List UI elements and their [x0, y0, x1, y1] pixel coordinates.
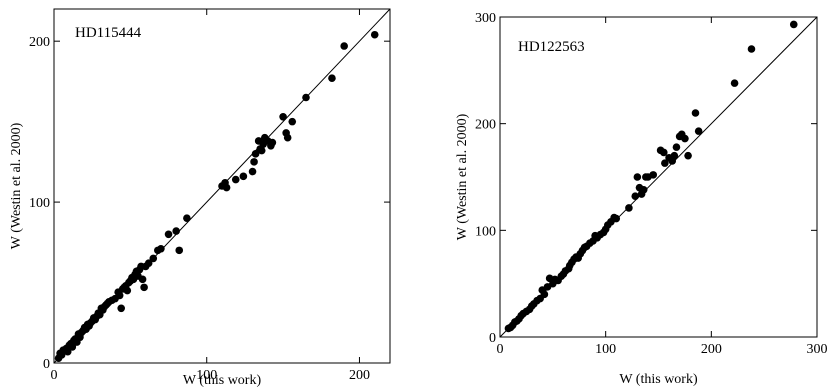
data-point — [612, 214, 621, 223]
data-point — [250, 158, 258, 166]
y-tick-label: 200 — [29, 35, 50, 50]
panel-hd115444: 0 100 200 0 100 200 HD115444 W (this work) W (We… — [9, 8, 391, 388]
data-point — [248, 167, 257, 176]
data-point — [140, 283, 148, 292]
data-point — [730, 79, 739, 87]
data-point — [175, 246, 184, 255]
x-axis-label: W (this work) — [183, 373, 262, 388]
data-point — [164, 230, 173, 239]
data-point — [639, 186, 648, 194]
data-point — [633, 173, 642, 181]
data-point — [231, 175, 240, 184]
data-point — [672, 143, 681, 151]
x-tick-label: 200 — [349, 368, 370, 383]
data-point — [222, 183, 231, 192]
data-point — [68, 343, 77, 351]
y-tick-label: 100 — [29, 196, 50, 211]
plot-frame — [499, 16, 818, 338]
data-point — [63, 347, 72, 356]
data-point — [684, 151, 692, 160]
data-point — [239, 172, 248, 181]
y-axis-label: W (Westin et al. 2000) — [9, 122, 24, 249]
x-tick-label: 300 — [807, 342, 828, 357]
data-point — [251, 150, 260, 158]
data-point — [370, 30, 379, 39]
x-tick-label: 200 — [701, 342, 722, 357]
data-point — [288, 117, 297, 126]
data-point — [302, 93, 310, 102]
data-point — [694, 127, 703, 135]
data-point — [747, 45, 756, 53]
data-point — [257, 146, 266, 155]
data-point — [540, 290, 549, 299]
y-tick-label: 0 — [489, 331, 496, 346]
data-point — [183, 214, 191, 222]
data-point — [649, 171, 658, 179]
data-point — [149, 254, 158, 263]
x-tick-label: 0 — [497, 342, 504, 357]
data-point — [340, 42, 348, 50]
data-point — [670, 151, 679, 160]
y-axis-label: W (Westin et al. 2000) — [455, 113, 470, 240]
data-point — [279, 113, 287, 121]
data-point — [283, 133, 292, 142]
data-point — [144, 259, 153, 268]
data-point — [123, 286, 132, 295]
y-tick-label: 0 — [43, 357, 50, 372]
x-tick-label: 100 — [196, 368, 217, 383]
data-point — [631, 192, 640, 200]
y-tick-label: 300 — [475, 11, 496, 26]
star-name-label: HD115444 — [75, 25, 142, 41]
x-tick-label: 0 — [51, 368, 58, 383]
data-point — [115, 291, 124, 300]
data-point — [157, 244, 165, 253]
x-axis-label: W (this work) — [619, 372, 698, 387]
data-point — [681, 134, 689, 143]
x-tick-label: 100 — [595, 342, 616, 357]
data-point — [328, 74, 336, 82]
data-point — [789, 20, 798, 29]
data-point — [172, 227, 180, 235]
data-point — [659, 148, 668, 157]
data-point — [138, 275, 147, 284]
data-point — [117, 304, 125, 313]
data-point — [661, 159, 669, 167]
panel-hd122563: 0 100 200 300 0 100 200 300 HD122563 W (this work… — [455, 11, 828, 387]
data-point — [625, 204, 633, 212]
y-tick-label: 100 — [475, 224, 496, 239]
y-tick-label: 200 — [475, 118, 496, 133]
plot-frame — [53, 8, 391, 364]
data-point — [691, 109, 700, 117]
data-point — [268, 138, 277, 147]
star-name-label: HD122563 — [518, 39, 585, 55]
